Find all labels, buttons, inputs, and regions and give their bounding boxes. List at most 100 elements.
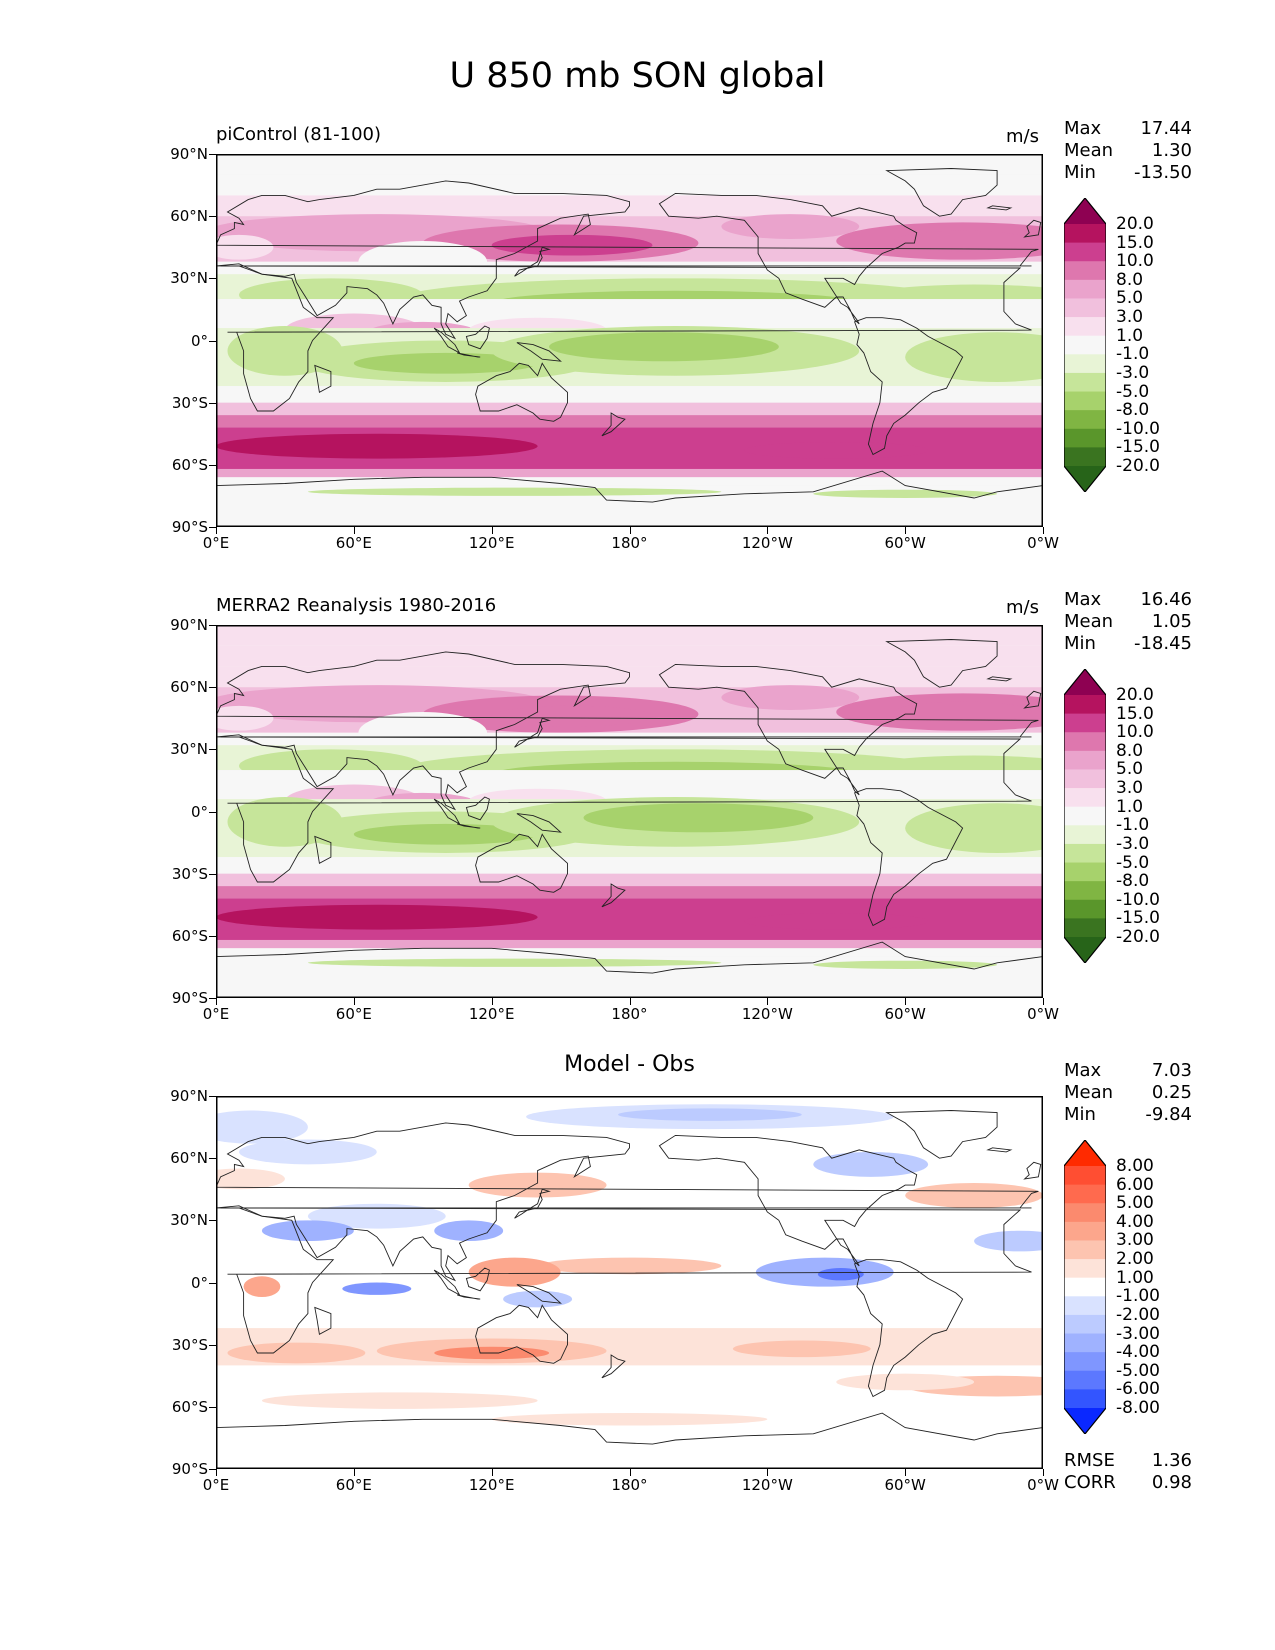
- colorbar-tick-label: 5.0: [1116, 759, 1144, 780]
- coastline: [854, 317, 964, 456]
- coastline: [514, 717, 551, 748]
- map-diff: [216, 1096, 1043, 1469]
- contour-fill: [216, 1096, 1043, 1469]
- colorbar-tick-label: 8.0: [1116, 269, 1144, 290]
- coastline: [1023, 690, 1042, 709]
- figure-title: U 850 mb SON global: [449, 56, 826, 96]
- lat-tick: [209, 1406, 216, 1408]
- colorbar-tick-label: 5.0: [1116, 288, 1144, 309]
- contour-patch: [216, 1110, 308, 1144]
- colorbar-swatch: [1064, 918, 1106, 938]
- contour-patch: [583, 803, 814, 833]
- map-border: [216, 625, 1043, 998]
- coastline: [475, 1304, 568, 1364]
- lon-tick-label: 180°: [611, 1005, 648, 1023]
- colorbar-swatch: [1064, 1277, 1106, 1297]
- colorbar-extend-top: [1064, 669, 1106, 695]
- contour-patch: [618, 1108, 802, 1121]
- contour-band: [216, 948, 1043, 957]
- contour-patch: [216, 904, 538, 930]
- contour-patch: [813, 1151, 929, 1177]
- contour-patch: [227, 325, 343, 376]
- colorbar-tick-label: -15.0: [1116, 437, 1160, 458]
- coastline: [433, 1269, 461, 1297]
- lon-tick-label: 120°W: [741, 1005, 793, 1023]
- lon-tick-label: 0°E: [202, 1005, 230, 1023]
- contour-patch: [491, 234, 653, 256]
- lat-tick: [209, 811, 216, 813]
- colorbar-swatch: [1064, 224, 1106, 244]
- lat-tick: [209, 998, 216, 999]
- contour-fill: [216, 625, 1043, 998]
- lat-tick-label: 0°: [190, 1273, 208, 1292]
- lon-tick-label: 120°E: [468, 1005, 515, 1023]
- colorbar-extend-bottom: [1064, 1408, 1106, 1434]
- lon-tick: [767, 998, 769, 1005]
- colorbar-swatch: [1064, 372, 1106, 393]
- corr-label: CORR: [1064, 1472, 1116, 1493]
- coastline: [658, 1134, 918, 1267]
- colorbar-tick-label: 8.0: [1116, 740, 1144, 761]
- contour-band: [216, 873, 1043, 887]
- contour-patch: [353, 352, 538, 374]
- colorbar-tick-label: -5.0: [1116, 852, 1150, 873]
- coastline: [465, 325, 490, 350]
- lat-tick: [209, 278, 216, 280]
- coastline: [658, 192, 918, 325]
- contour-band: [216, 732, 1043, 746]
- coastlines: [216, 168, 1043, 503]
- colorbar-swatch: [1064, 806, 1106, 826]
- contour-patch: [744, 913, 929, 930]
- colorbar-tick-label: 1.0: [1116, 796, 1144, 817]
- colorbar-tick-label: -4.00: [1116, 1342, 1160, 1363]
- colorbar-swatches: [1064, 669, 1106, 963]
- coastline-antarctica: [216, 941, 1043, 974]
- min-label: Min: [1064, 633, 1096, 654]
- max-value: 16.46: [1140, 589, 1192, 610]
- error-stats: RMSE 1.36 CORR 0.98: [1064, 1450, 1192, 1494]
- panel-title: MERRA2 Reanalysis 1980-2016: [216, 595, 497, 616]
- coastline: [475, 362, 568, 422]
- colorbar-swatch: [1064, 1184, 1106, 1204]
- coastline: [457, 823, 481, 829]
- contour-band: [216, 477, 1043, 486]
- coastline: [514, 246, 551, 277]
- colorbar-swatch: [1064, 695, 1106, 715]
- colorbar-tick-label: 4.00: [1116, 1211, 1154, 1232]
- colorbar-tick-label: -1.00: [1116, 1286, 1160, 1307]
- coastline: [601, 883, 626, 908]
- lat-tick: [209, 1220, 216, 1222]
- lat-tick-label: 30°S: [171, 393, 208, 412]
- panel-model: piControl (81-100) m/s Max 17.44 Mean 1.30…: [0, 118, 1275, 574]
- colorbar-swatch: [1064, 1333, 1106, 1353]
- lon-tick: [216, 1469, 217, 1476]
- lat-tick: [209, 1158, 216, 1160]
- min-value: -9.84: [1145, 1104, 1192, 1125]
- lat-tick: [209, 402, 216, 404]
- colorbar-tick-label: -5.0: [1116, 381, 1150, 402]
- coastline: [854, 788, 964, 927]
- colorbar-swatch: [1064, 298, 1106, 318]
- contour-patch: [491, 1413, 768, 1426]
- lon-tick-label: 60°E: [335, 1476, 372, 1494]
- contour-patch: [813, 960, 998, 969]
- map-obs: [216, 625, 1043, 998]
- colorbar-swatch: [1064, 317, 1106, 337]
- contour-patch: [836, 1373, 975, 1391]
- coastline: [433, 798, 461, 826]
- contour-patch: [216, 705, 274, 731]
- lat-tick: [209, 1344, 216, 1346]
- colorbar-swatch: [1064, 881, 1106, 901]
- contour-band: [216, 174, 1043, 196]
- lon-tick: [1043, 998, 1044, 1005]
- coastline-antarctica: [216, 1412, 1043, 1445]
- max-label: Max: [1064, 118, 1102, 139]
- coastline: [216, 734, 1032, 883]
- colorbar-tick-label: -8.0: [1116, 400, 1150, 421]
- coastline: [658, 663, 918, 796]
- colorbar-tick-label: 20.0: [1116, 685, 1154, 705]
- contour-band: [216, 939, 1043, 949]
- lat-tick-label: 90°N: [170, 616, 208, 634]
- lat-tick: [209, 687, 216, 689]
- lat-tick-label: 30°N: [170, 269, 208, 288]
